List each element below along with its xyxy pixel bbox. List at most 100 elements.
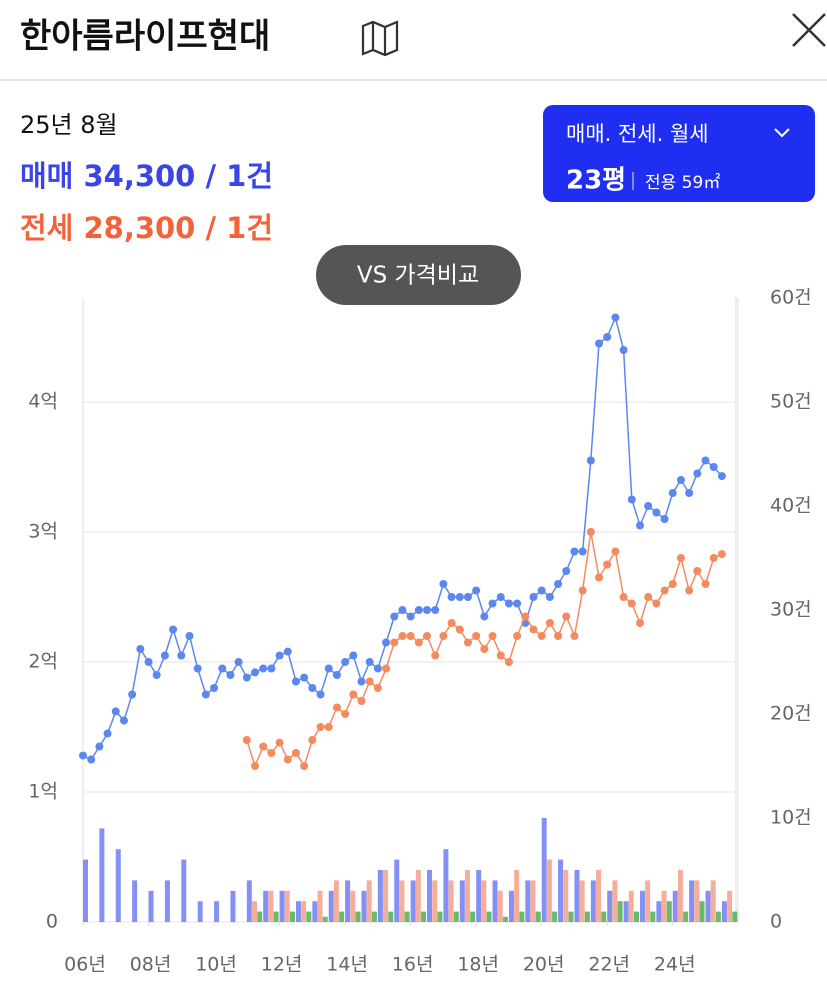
price-point <box>365 658 374 666</box>
volume-bar <box>535 911 541 922</box>
volume-bar <box>268 890 274 922</box>
volume-bar <box>279 890 285 922</box>
price-point <box>439 580 448 588</box>
price-point <box>586 528 595 536</box>
y2-tick-label: 60건 <box>770 287 812 309</box>
volume-bar <box>525 880 531 922</box>
filter-area: 전용 59㎡ <box>645 173 720 193</box>
price-point <box>619 346 628 354</box>
y-tick-label: 2억 <box>28 651 58 673</box>
price-point <box>455 593 464 601</box>
volume-bar <box>394 859 400 922</box>
price-point <box>627 495 636 504</box>
price-point <box>545 619 554 627</box>
price-point <box>414 638 423 647</box>
price-point <box>635 619 644 627</box>
volume-bar <box>694 880 700 922</box>
price-point <box>406 632 415 640</box>
volume-bar <box>715 911 721 922</box>
price-point <box>496 593 505 601</box>
volume-bar <box>197 901 203 922</box>
volume-bar <box>289 911 295 922</box>
volume-bar <box>574 870 580 922</box>
map-icon[interactable] <box>361 20 399 57</box>
compare-button[interactable]: VS 가격비교 <box>316 245 521 305</box>
volume-bar <box>612 880 618 922</box>
x-tick-label: 18년 <box>457 954 499 976</box>
price-point <box>242 673 251 682</box>
volume-bar <box>497 890 503 922</box>
volume-bar <box>404 911 410 922</box>
price-point <box>242 736 251 744</box>
price-point <box>251 762 260 770</box>
price-point <box>668 580 677 588</box>
price-point <box>439 632 448 640</box>
price-point <box>676 554 685 562</box>
y2-tick-label: 20건 <box>770 703 812 725</box>
volume-bar <box>645 880 651 922</box>
volume-bar <box>371 911 377 922</box>
chevron <box>774 128 790 138</box>
price-point <box>504 599 513 608</box>
price-point <box>390 638 399 647</box>
price-point <box>660 586 669 595</box>
price-point <box>562 567 571 575</box>
price-point <box>275 651 284 660</box>
volume-bar <box>115 849 121 922</box>
volume-bar <box>634 911 640 922</box>
price-point <box>562 612 571 621</box>
x-tick-label: 12년 <box>261 954 303 976</box>
close-stroke <box>792 13 826 47</box>
price-point <box>152 671 161 679</box>
price-point <box>431 606 440 614</box>
volume-bar <box>623 901 629 922</box>
filter-button[interactable]: 매매. 전세. 월세 23평 전용 59㎡ <box>543 105 815 202</box>
price-point <box>390 612 399 621</box>
volume-bar <box>214 901 220 922</box>
volume-bar <box>443 849 449 922</box>
volume-bar <box>541 818 547 922</box>
volume-bar <box>383 870 389 922</box>
volume-bar <box>672 890 678 922</box>
x-tick-label: 22년 <box>588 954 630 976</box>
price-point <box>291 749 300 757</box>
price-point <box>578 586 587 595</box>
price-point <box>144 658 153 666</box>
price-point <box>685 489 694 497</box>
title: 한아름라이프현대 <box>20 17 270 57</box>
price-point <box>267 749 276 757</box>
price-point <box>595 339 604 348</box>
volume-bar <box>530 880 536 922</box>
price-point <box>406 612 415 621</box>
price-point <box>472 586 481 595</box>
volume-bar <box>481 880 487 922</box>
price-point <box>226 671 235 679</box>
volume-bar <box>502 916 508 922</box>
volume-bar <box>377 870 383 922</box>
close-button[interactable] <box>792 13 826 47</box>
price-point <box>316 723 325 731</box>
price-point <box>185 632 194 640</box>
volume-bar <box>705 890 711 922</box>
volume-bar <box>366 880 372 922</box>
price-point <box>504 658 513 666</box>
volume-bar <box>164 880 170 922</box>
price-point <box>349 690 358 699</box>
volume-bar <box>361 890 367 922</box>
price-point <box>259 742 268 751</box>
price-point <box>316 690 325 699</box>
price-point <box>480 612 489 621</box>
price-point <box>201 690 210 699</box>
volume-bar <box>415 870 421 922</box>
price-point <box>652 508 661 517</box>
price-point <box>128 690 137 699</box>
volume-bar <box>263 890 269 922</box>
price-point <box>660 515 669 523</box>
y2-tick-label: 50건 <box>770 391 812 413</box>
volume-bar <box>552 911 558 922</box>
price-point <box>603 333 612 341</box>
price-point <box>685 586 694 595</box>
price-point <box>455 625 464 634</box>
price-point <box>545 593 554 601</box>
volume-bar <box>732 911 738 922</box>
